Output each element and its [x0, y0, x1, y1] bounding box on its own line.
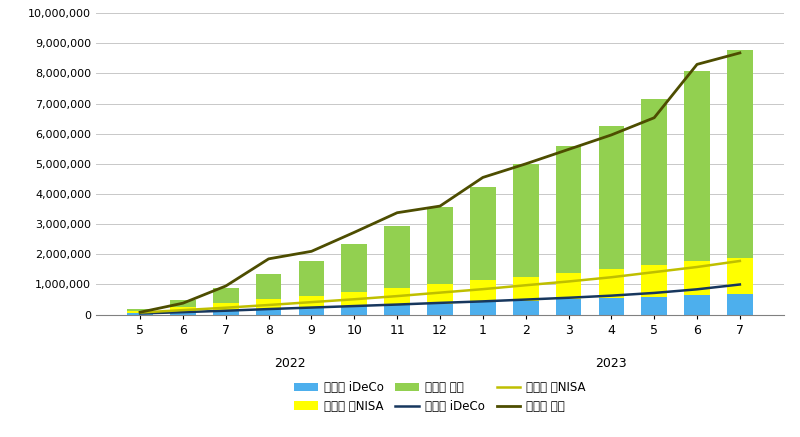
Bar — [513, 277, 538, 301]
Bar — [642, 99, 667, 265]
Bar — [342, 243, 367, 292]
Bar — [470, 302, 496, 315]
Bar — [170, 300, 196, 307]
Bar — [427, 207, 453, 284]
Bar — [213, 288, 238, 303]
Bar — [684, 261, 710, 295]
Bar — [513, 163, 538, 277]
Bar — [727, 258, 753, 294]
Bar — [342, 292, 367, 306]
Bar — [213, 310, 238, 315]
Bar — [170, 312, 196, 315]
Bar — [213, 303, 238, 310]
Bar — [384, 226, 410, 288]
Bar — [298, 261, 324, 296]
Bar — [256, 299, 282, 309]
Bar — [684, 295, 710, 315]
Bar — [470, 187, 496, 281]
Bar — [642, 265, 667, 297]
Bar — [256, 274, 282, 299]
Bar — [556, 273, 582, 299]
Bar — [513, 301, 538, 315]
Bar — [598, 269, 624, 298]
Bar — [127, 313, 153, 315]
Bar — [427, 304, 453, 315]
Text: 2023: 2023 — [595, 357, 627, 370]
Bar — [298, 296, 324, 308]
Bar — [598, 298, 624, 315]
Bar — [470, 281, 496, 302]
Bar — [556, 299, 582, 315]
Legend: 投資額 iDeCo, 投資額 旧NISA, 投資額 特定, 評価額 iDeCo, 評価額 旧NISA, 評価額 特定: 投資額 iDeCo, 投資額 旧NISA, 投資額 特定, 評価額 iDeCo,… — [294, 381, 586, 413]
Text: 2022: 2022 — [274, 357, 306, 370]
Bar — [556, 146, 582, 273]
Bar — [727, 49, 753, 258]
Bar — [684, 72, 710, 261]
Bar — [127, 311, 153, 313]
Bar — [256, 309, 282, 315]
Bar — [384, 305, 410, 315]
Bar — [384, 288, 410, 305]
Bar — [727, 294, 753, 315]
Bar — [298, 308, 324, 315]
Bar — [598, 126, 624, 269]
Bar — [127, 309, 153, 311]
Bar — [427, 284, 453, 304]
Bar — [642, 297, 667, 315]
Bar — [170, 307, 196, 312]
Bar — [342, 306, 367, 315]
